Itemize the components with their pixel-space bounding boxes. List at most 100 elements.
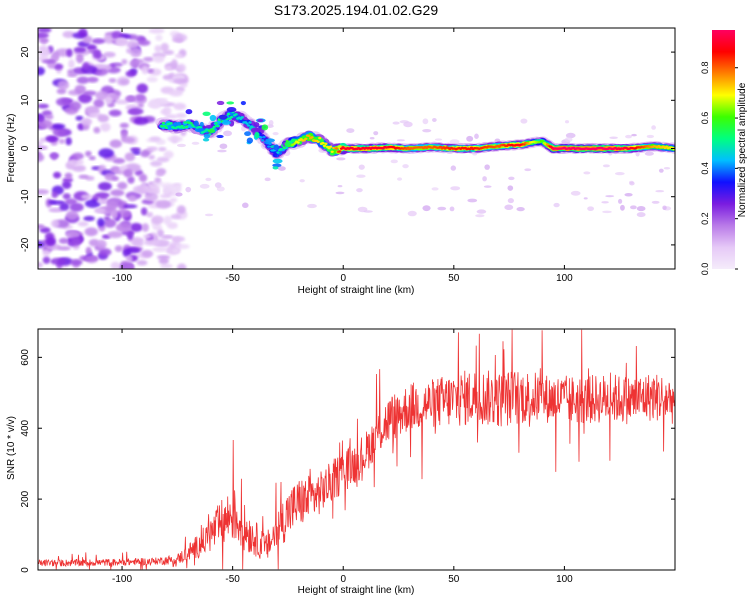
heatmap-ridge-cell: [267, 145, 271, 148]
heatmap-noise-cell: [38, 261, 44, 268]
heatmap-noise-cell: [172, 236, 181, 244]
heatmap-noise-cell: [124, 95, 137, 102]
heatmap-noise-cell: [111, 209, 119, 219]
heatmap-noise-cell: [96, 239, 107, 250]
heatmap-noise-cell: [115, 37, 128, 47]
heatmap-speckle: [524, 168, 532, 172]
heatmap-noise-cell: [152, 55, 165, 63]
heatmap-blob: [250, 127, 261, 133]
heatmap-noise-cell: [159, 263, 173, 269]
heatmap-ridge-cell: [282, 146, 286, 149]
heatmap-noise-cell: [52, 127, 66, 138]
heatmap-ridge-cell: [245, 122, 249, 125]
heatmap-noise-cell: [45, 236, 57, 246]
heatmap-noise-cell: [58, 138, 66, 144]
heatmap-speckle: [602, 164, 610, 168]
heatmap-speckle: [431, 187, 439, 191]
heatmap-noise-cell: [55, 97, 71, 107]
heatmap-speckle: [422, 128, 432, 133]
heatmap-blob: [216, 100, 225, 106]
heatmap-noise-cell: [38, 145, 48, 150]
heatmap-ridge-cell: [338, 150, 342, 153]
heatmap-noise-cell: [148, 28, 165, 34]
heatmap-speckle: [651, 125, 656, 130]
heatmap-blob: [261, 124, 269, 131]
heatmap-noise-cell: [127, 109, 140, 115]
heatmap-noise-cell: [159, 194, 172, 199]
heatmap-speckle: [583, 171, 591, 175]
heatmap-speckle: [299, 179, 305, 183]
heatmap-noise-cell: [154, 45, 162, 53]
heatmap-speckle: [662, 205, 667, 210]
heatmap-speckle: [268, 120, 274, 126]
heatmap-speckle: [636, 205, 646, 212]
heatmap-speckle: [422, 118, 429, 125]
heatmap-speckle: [620, 204, 625, 211]
heatmap-speckle: [516, 207, 525, 212]
heatmap-noise-cell: [74, 84, 86, 95]
x-tick-label: -50: [225, 574, 240, 585]
heatmap-noise-cell: [173, 102, 187, 111]
heatmap-speckle: [396, 139, 405, 142]
heatmap-noise-cell: [61, 180, 72, 189]
heatmap-speckle: [651, 200, 660, 204]
heatmap-noise-cell: [44, 114, 54, 120]
spectrogram-ridge-layer: [155, 100, 675, 170]
heatmap-noise-cell: [173, 78, 188, 84]
heatmap-ridge-cell: [316, 140, 320, 143]
heatmap-noise-cell: [163, 186, 170, 196]
heatmap-speckle: [605, 195, 615, 198]
heatmap-ridge-cell: [160, 125, 164, 128]
heatmap-noise-cell: [71, 237, 82, 247]
heatmap-speckle: [337, 184, 343, 188]
heatmap-ridge-cell: [310, 136, 314, 139]
heatmap-noise-cell: [81, 117, 93, 126]
heatmap-speckle: [219, 143, 228, 149]
heatmap-noise-cell: [84, 227, 98, 237]
heatmap-speckle: [223, 130, 232, 137]
heatmap-noise-cell: [98, 248, 112, 256]
heatmap-speckle: [307, 203, 317, 209]
x-tick-label: 100: [556, 273, 573, 284]
heatmap-noise-cell: [156, 229, 165, 238]
heatmap-noise-cell: [126, 40, 139, 49]
heatmap-noise-cell: [107, 230, 123, 239]
heatmap-noise-cell: [47, 136, 60, 142]
heatmap-ridge-cell: [321, 141, 325, 145]
heatmap-noise-cell: [129, 222, 143, 232]
heatmap-speckle: [508, 176, 515, 181]
heatmap-speckle: [191, 141, 200, 145]
heatmap-speckle: [358, 164, 365, 170]
heatmap-speckle: [483, 185, 492, 188]
heatmap-speckle: [449, 139, 460, 145]
heatmap-noise-cell: [41, 59, 56, 64]
heatmap-noise-cell: [141, 65, 149, 75]
heatmap-noise-cell: [141, 223, 149, 232]
heatmap-speckle: [467, 198, 478, 203]
heatmap-noise-cell: [123, 169, 134, 178]
heatmap-noise-cell: [148, 154, 155, 160]
heatmap-noise-cell: [71, 164, 86, 172]
heatmap-noise-cell: [138, 173, 148, 182]
heatmap-noise-cell: [137, 39, 151, 46]
heatmap-noise-cell: [154, 99, 169, 106]
heatmap-ridge-cell: [240, 116, 244, 119]
heatmap-noise-cell: [176, 63, 187, 73]
heatmap-speckle: [636, 212, 646, 218]
heatmap-noise-cell: [100, 122, 111, 132]
heatmap-noise-cell: [154, 177, 162, 183]
heatmap-noise-cell: [137, 102, 144, 108]
spectrogram-x-label: Height of straight line (km): [298, 285, 415, 296]
colorbar-tick-label: 0.6: [700, 112, 710, 125]
heatmap-speckle: [482, 176, 487, 182]
heatmap-noise-cell: [122, 248, 132, 258]
heatmap-speckle: [264, 177, 271, 182]
heatmap-noise-cell: [75, 115, 84, 121]
heatmap-noise-cell: [38, 103, 49, 109]
heatmap-noise-cell: [121, 59, 128, 65]
heatmap-noise-cell: [98, 148, 115, 158]
heatmap-noise-cell: [67, 69, 75, 75]
heatmap-blob: [253, 121, 260, 128]
heatmap-noise-cell: [151, 215, 164, 225]
heatmap-noise-cell: [38, 114, 46, 123]
